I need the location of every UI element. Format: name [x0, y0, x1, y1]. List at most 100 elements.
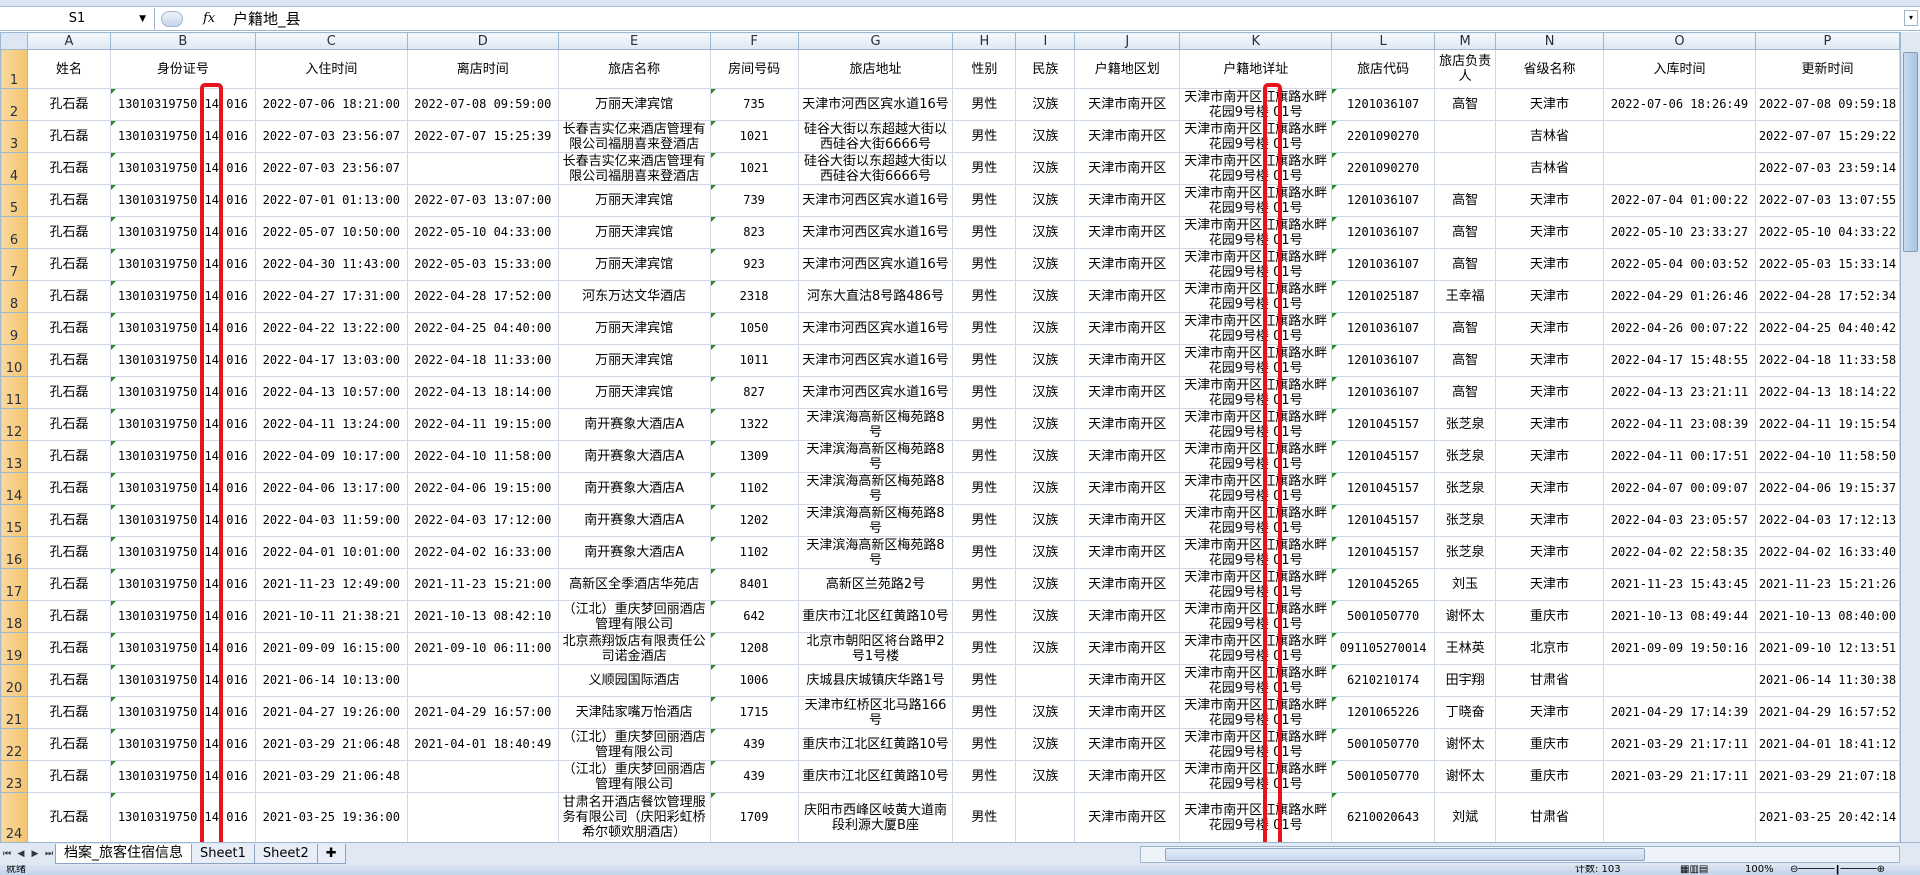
- cell-h[interactable]: 男性: [952, 728, 1017, 761]
- cell-d[interactable]: 2022-04-10 11:58:00: [406, 440, 559, 473]
- cell-c[interactable]: 2022-04-03 11:59:00: [254, 504, 408, 537]
- cell-m[interactable]: 刘斌: [1434, 792, 1497, 842]
- cell-n[interactable]: 北京市: [1495, 632, 1605, 665]
- sheet-tab-archive[interactable]: 档案_旅客住宿信息: [55, 844, 192, 864]
- row-header[interactable]: 18: [0, 600, 28, 633]
- cell-a[interactable]: 孔石磊: [26, 696, 111, 729]
- cell-n[interactable]: 天津市: [1495, 696, 1605, 729]
- cell-f[interactable]: 2318: [709, 280, 799, 313]
- cell-m[interactable]: 高智: [1434, 88, 1497, 121]
- cell-p[interactable]: 2021-03-25 20:42:14: [1754, 792, 1900, 842]
- cell-g[interactable]: 天津市河西区宾水道16号: [797, 376, 954, 409]
- cell-n[interactable]: 甘肃省: [1495, 664, 1605, 697]
- cell-c[interactable]: 2022-04-06 13:17:00: [254, 472, 408, 505]
- cell-c[interactable]: 2022-04-30 11:43:00: [254, 248, 408, 281]
- column-header-n[interactable]: N: [1495, 32, 1605, 50]
- cell-h[interactable]: 男性: [952, 568, 1017, 601]
- cell-g[interactable]: 硅谷大街以东超越大街以西硅谷大街6666号: [797, 120, 954, 153]
- cell-b[interactable]: 13010319750 14 016: [109, 760, 256, 793]
- cell-c[interactable]: 2022-07-03 23:56:07: [254, 152, 408, 185]
- cell-j[interactable]: 天津市南开区: [1074, 504, 1181, 537]
- cell-a[interactable]: 孔石磊: [26, 664, 111, 697]
- cell-b[interactable]: 13010319750 14 016: [109, 248, 256, 281]
- column-title[interactable]: 民族: [1015, 49, 1076, 89]
- cell-g[interactable]: 庆阳市西峰区岐黄大道南段利源大厦B座: [797, 792, 954, 842]
- horizontal-scrollbar[interactable]: [1140, 846, 1900, 863]
- cell-b[interactable]: 13010319750 14 016: [109, 504, 256, 537]
- cell-m[interactable]: 田宇翔: [1434, 664, 1497, 697]
- cell-h[interactable]: 男性: [952, 408, 1017, 441]
- cell-p[interactable]: 2022-05-03 15:33:14: [1754, 248, 1900, 281]
- cell-l[interactable]: 5001050770: [1331, 760, 1436, 793]
- cell-n[interactable]: 重庆市: [1495, 728, 1605, 761]
- cell-a[interactable]: 孔石磊: [26, 280, 111, 313]
- cell-h[interactable]: 男性: [952, 664, 1017, 697]
- row-header[interactable]: 22: [0, 728, 28, 761]
- cell-l[interactable]: 1201036107: [1331, 376, 1436, 409]
- cell-l[interactable]: 1201036107: [1331, 344, 1436, 377]
- cell-g[interactable]: 天津滨海高新区梅苑路8号: [797, 504, 954, 537]
- cell-a[interactable]: 孔石磊: [26, 152, 111, 185]
- cell-k[interactable]: 天津市南开区红旗路水畔花园9号楼 01号: [1179, 408, 1333, 441]
- cell-c[interactable]: 2021-06-14 10:13:00: [254, 664, 408, 697]
- cell-l[interactable]: 1201045157: [1331, 504, 1436, 537]
- cell-f[interactable]: 1050: [709, 312, 799, 345]
- view-buttons-icon[interactable]: ▦▥▤: [1680, 865, 1709, 875]
- cell-a[interactable]: 孔石磊: [26, 504, 111, 537]
- cell-k[interactable]: 天津市南开区红旗路水畔花园9号楼 01号: [1179, 696, 1333, 729]
- cell-k[interactable]: 天津市南开区红旗路水畔花园9号楼 01号: [1179, 504, 1333, 537]
- cell-e[interactable]: 万丽天津宾馆: [557, 344, 711, 377]
- cell-i[interactable]: 汉族: [1015, 248, 1076, 281]
- cell-n[interactable]: 重庆市: [1495, 760, 1605, 793]
- cell-p[interactable]: 2022-04-03 17:12:13: [1754, 504, 1900, 537]
- column-title[interactable]: 入库时间: [1603, 49, 1756, 89]
- row-header[interactable]: 15: [0, 504, 28, 537]
- column-title[interactable]: 房间号码: [709, 49, 799, 89]
- row-header[interactable]: 9: [0, 312, 28, 345]
- cell-a[interactable]: 孔石磊: [26, 792, 111, 842]
- cell-o[interactable]: 2021-09-09 19:50:16: [1603, 632, 1756, 665]
- cell-p[interactable]: 2022-07-03 23:59:14: [1754, 152, 1900, 185]
- cell-a[interactable]: 孔石磊: [26, 408, 111, 441]
- cell-p[interactable]: 2022-04-02 16:33:40: [1754, 536, 1900, 569]
- insert-function-icon[interactable]: fx: [203, 11, 216, 26]
- cell-a[interactable]: 孔石磊: [26, 568, 111, 601]
- cell-m[interactable]: 张芝泉: [1434, 536, 1497, 569]
- cell-p[interactable]: 2022-04-13 18:14:22: [1754, 376, 1900, 409]
- cell-a[interactable]: 孔石磊: [26, 536, 111, 569]
- cell-f[interactable]: 1309: [709, 440, 799, 473]
- cell-b[interactable]: 13010319750 14 016: [109, 440, 256, 473]
- cell-p[interactable]: 2022-04-25 04:40:42: [1754, 312, 1900, 345]
- cell-g[interactable]: 天津滨海高新区梅苑路8号: [797, 536, 954, 569]
- cell-d[interactable]: [406, 664, 559, 697]
- cell-f[interactable]: 1709: [709, 792, 799, 842]
- cell-a[interactable]: 孔石磊: [26, 728, 111, 761]
- cell-g[interactable]: 重庆市江北区红黄路10号: [797, 600, 954, 633]
- cell-o[interactable]: 2022-07-04 01:00:22: [1603, 184, 1756, 217]
- cell-e[interactable]: 甘肃名开酒店餐饮管理服务有限公司（庆阳彩虹桥希尔顿欢朋酒店）: [557, 792, 711, 842]
- cell-b[interactable]: 13010319750 14 016: [109, 152, 256, 185]
- cell-e[interactable]: 万丽天津宾馆: [557, 248, 711, 281]
- cell-n[interactable]: 天津市: [1495, 248, 1605, 281]
- cell-f[interactable]: 1208: [709, 632, 799, 665]
- cell-d[interactable]: 2021-11-23 15:21:00: [406, 568, 559, 601]
- cell-c[interactable]: 2022-07-06 18:21:00: [254, 88, 408, 121]
- cell-o[interactable]: 2022-04-13 23:21:11: [1603, 376, 1756, 409]
- cell-b[interactable]: 13010319750 14 016: [109, 632, 256, 665]
- cell-n[interactable]: 天津市: [1495, 440, 1605, 473]
- cell-p[interactable]: 2022-04-18 11:33:58: [1754, 344, 1900, 377]
- cell-n[interactable]: 吉林省: [1495, 120, 1605, 153]
- column-header-j[interactable]: J: [1074, 32, 1181, 50]
- formula-cancel-icon[interactable]: [161, 10, 183, 27]
- cell-n[interactable]: 天津市: [1495, 280, 1605, 313]
- cell-j[interactable]: 天津市南开区: [1074, 216, 1181, 249]
- cell-l[interactable]: 1201065226: [1331, 696, 1436, 729]
- zoom-slider[interactable]: ⊖──────┃──────⊕: [1790, 865, 1886, 875]
- cell-g[interactable]: 河东大直沽8号路486号: [797, 280, 954, 313]
- name-box[interactable]: S1 ▼: [0, 7, 155, 30]
- column-title[interactable]: 姓名: [26, 49, 111, 89]
- cell-d[interactable]: 2022-05-10 04:33:00: [406, 216, 559, 249]
- cell-e[interactable]: 南开赛象大酒店A: [557, 504, 711, 537]
- column-header-f[interactable]: F: [709, 32, 799, 50]
- cell-c[interactable]: 2021-03-25 19:36:00: [254, 792, 408, 842]
